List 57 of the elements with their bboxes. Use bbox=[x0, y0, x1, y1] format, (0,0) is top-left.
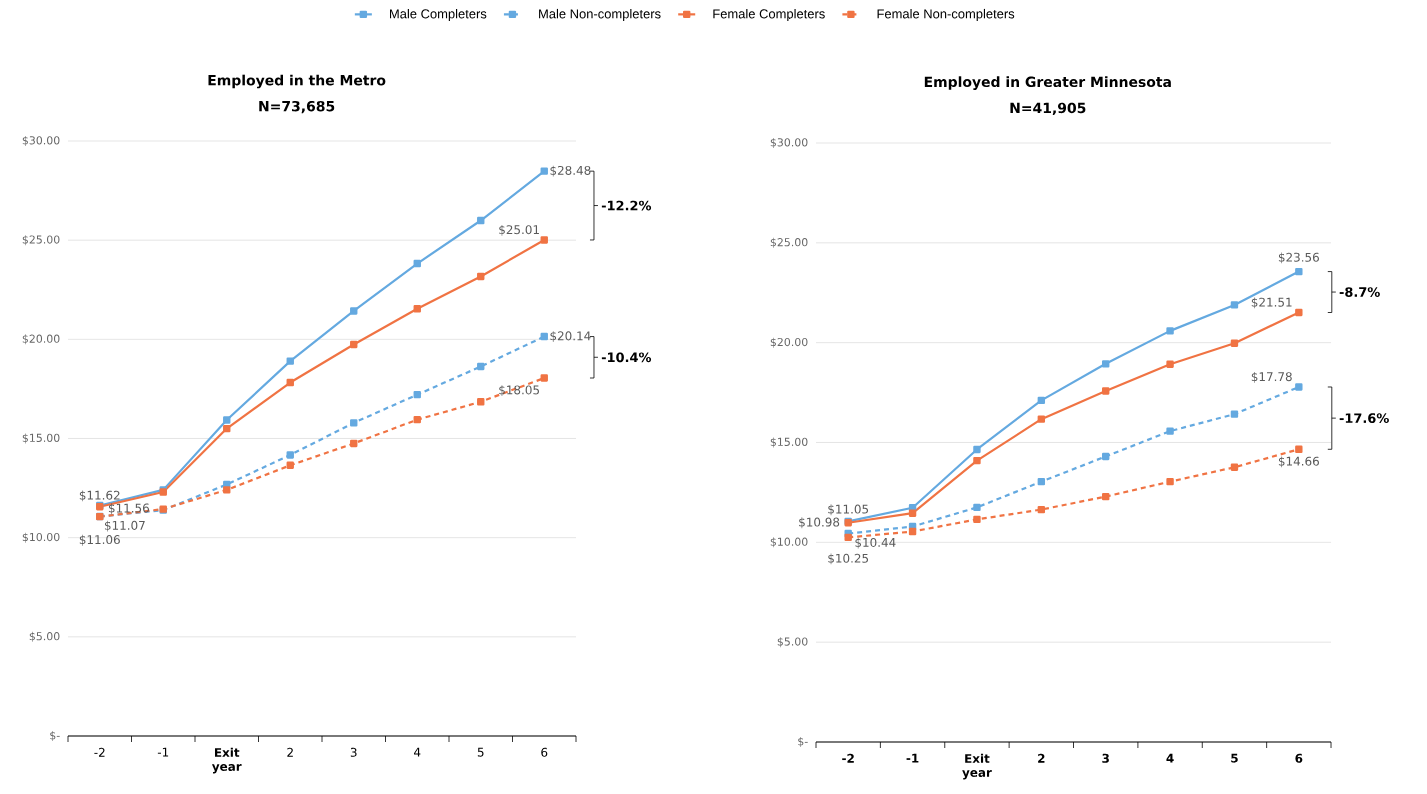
data-label: $11.06 bbox=[79, 534, 120, 546]
x-tick-label: -1 bbox=[906, 753, 919, 763]
y-tick-label: $25.00 bbox=[770, 237, 808, 248]
x-tick-label: 5 bbox=[477, 747, 484, 757]
x-tick-label: 6 bbox=[541, 747, 548, 757]
legend-label: Male Non-completers bbox=[539, 8, 661, 21]
legend-label: Female Completers bbox=[713, 8, 825, 21]
data-label: $21.51 bbox=[1251, 297, 1292, 309]
data-label: $25.01 bbox=[499, 224, 539, 236]
text: -12.2% bbox=[601, 200, 652, 211]
x-tick-label: -1 bbox=[157, 747, 169, 757]
x-tick-label: 3 bbox=[350, 747, 357, 757]
data-label: $11.62 bbox=[79, 490, 120, 502]
x-tick-label: 2 bbox=[287, 747, 293, 757]
y-tick-label: $- bbox=[798, 737, 808, 747]
x-tick-label: 3 bbox=[1102, 753, 1109, 763]
chart-title: Employed in Greater Minnesota bbox=[924, 76, 1171, 90]
x-tick-label: 4 bbox=[1166, 753, 1174, 763]
data-label: $11.07 bbox=[104, 520, 145, 532]
x-tick-label: -2 bbox=[94, 747, 105, 757]
chart-title: Employed in the Metro bbox=[208, 74, 386, 89]
y-tick-label: $- bbox=[50, 731, 60, 741]
data-label: $20.14 bbox=[550, 331, 591, 342]
legend-label: Female Non-completers bbox=[877, 8, 1015, 21]
x-tick-label: 6 bbox=[1295, 753, 1303, 763]
text: -17.6% bbox=[1339, 413, 1389, 424]
x-tick-label: 4 bbox=[414, 747, 421, 757]
text: -8.7% bbox=[1339, 287, 1380, 297]
y-tick-label: $10.00 bbox=[22, 532, 60, 543]
x-tick-label: 5 bbox=[1231, 753, 1238, 763]
data-label: $23.56 bbox=[1278, 252, 1319, 264]
x-tick-label: -2 bbox=[842, 753, 854, 763]
y-tick-label: $5.00 bbox=[777, 637, 808, 648]
y-tick-label: $20.00 bbox=[22, 334, 60, 345]
y-tick-label: $5.00 bbox=[29, 631, 60, 642]
y-tick-label: $15.00 bbox=[22, 433, 60, 444]
y-tick-label: $25.00 bbox=[22, 235, 60, 246]
data-label: $10.25 bbox=[828, 553, 869, 565]
y-tick-label: $30.00 bbox=[22, 136, 60, 146]
data-label: $14.66 bbox=[1278, 456, 1319, 468]
text: -10.4% bbox=[601, 352, 652, 363]
x-tick-label: Exit year bbox=[962, 753, 992, 780]
y-tick-label: $30.00 bbox=[770, 138, 808, 148]
y-tick-label: $10.00 bbox=[770, 537, 808, 548]
data-label: $11.56 bbox=[108, 503, 150, 515]
x-tick-label: 2 bbox=[1038, 753, 1045, 763]
legend-label: Male Completers bbox=[390, 8, 487, 21]
y-tick-label: $15.00 bbox=[770, 437, 808, 448]
x-tick-label: Exit year bbox=[211, 747, 242, 774]
data-label: $10.44 bbox=[855, 537, 896, 549]
data-label: $28.48 bbox=[550, 165, 591, 177]
data-label: $17.78 bbox=[1251, 371, 1292, 383]
data-label: $10.98 bbox=[799, 517, 840, 529]
chart-subtitle: N=41,905 bbox=[1010, 102, 1086, 116]
y-tick-label: $20.00 bbox=[770, 337, 808, 348]
chart-subtitle: N=73,685 bbox=[259, 100, 335, 114]
data-label: $11.05 bbox=[828, 504, 869, 516]
